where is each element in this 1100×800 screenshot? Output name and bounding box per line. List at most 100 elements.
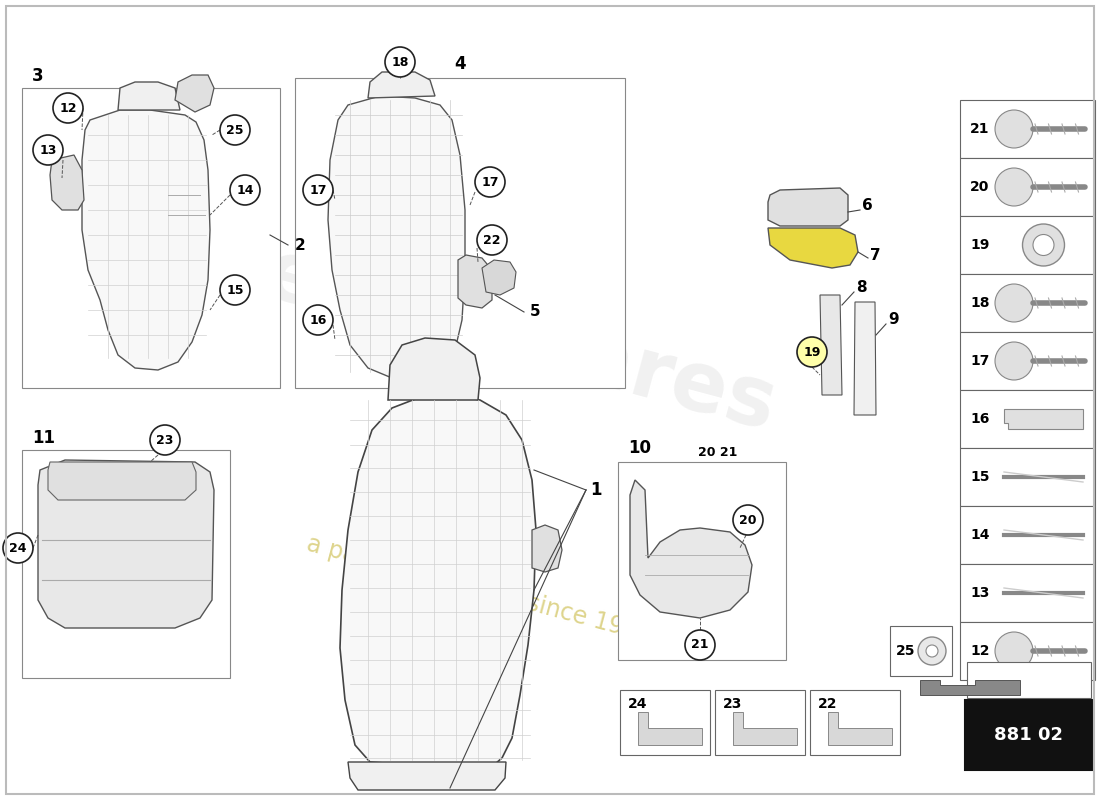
Text: 20 21: 20 21 (698, 446, 738, 458)
Bar (890, 626, 952, 676)
Polygon shape (388, 338, 480, 400)
Text: 21: 21 (691, 638, 708, 651)
Text: 20: 20 (739, 514, 757, 526)
Text: 20: 20 (970, 180, 989, 194)
Text: 24: 24 (628, 697, 648, 711)
Polygon shape (48, 462, 196, 500)
Bar (960, 390, 1094, 448)
Circle shape (302, 175, 333, 205)
Bar (960, 622, 1094, 680)
Text: 25: 25 (227, 123, 244, 137)
Text: 2: 2 (295, 238, 306, 253)
Bar (960, 158, 1094, 216)
Circle shape (385, 47, 415, 77)
Circle shape (996, 342, 1033, 380)
Text: a passion for parts since 1985: a passion for parts since 1985 (305, 532, 656, 648)
Text: 23: 23 (723, 697, 743, 711)
Text: 19: 19 (803, 346, 821, 358)
Circle shape (1023, 224, 1065, 266)
Text: 8: 8 (856, 281, 867, 295)
Text: 9: 9 (888, 313, 899, 327)
Polygon shape (482, 260, 516, 295)
Polygon shape (768, 188, 848, 226)
Text: 25: 25 (896, 644, 915, 658)
Circle shape (996, 168, 1033, 206)
Bar (960, 506, 1094, 564)
Bar (965, 700, 1093, 770)
Polygon shape (328, 96, 465, 378)
Circle shape (1033, 234, 1054, 255)
Text: 18: 18 (970, 296, 990, 310)
Circle shape (220, 115, 250, 145)
Bar (960, 448, 1094, 506)
Circle shape (230, 175, 260, 205)
Text: 16: 16 (970, 412, 989, 426)
Polygon shape (854, 302, 876, 415)
Text: 3: 3 (32, 67, 44, 85)
Text: 17: 17 (970, 354, 989, 368)
Text: 22: 22 (818, 697, 837, 711)
Bar (960, 216, 1094, 274)
Text: 14: 14 (236, 183, 254, 197)
Polygon shape (50, 155, 84, 210)
Text: 13: 13 (40, 143, 57, 157)
Polygon shape (820, 295, 842, 395)
Text: 21: 21 (970, 122, 990, 136)
Text: 4: 4 (454, 55, 465, 73)
Bar (715, 690, 805, 755)
Circle shape (733, 505, 763, 535)
Text: 10: 10 (628, 439, 651, 457)
Text: 6: 6 (862, 198, 872, 214)
Polygon shape (630, 480, 752, 618)
Text: 881 02: 881 02 (994, 726, 1064, 744)
Circle shape (475, 167, 505, 197)
Bar (960, 564, 1094, 622)
Text: 24: 24 (9, 542, 26, 554)
Bar (810, 690, 900, 755)
Circle shape (150, 425, 180, 455)
Circle shape (220, 275, 250, 305)
Polygon shape (733, 712, 798, 745)
Bar (295, 78, 625, 388)
Text: 16: 16 (309, 314, 327, 326)
Circle shape (685, 630, 715, 660)
Text: 11: 11 (32, 429, 55, 447)
Text: 23: 23 (156, 434, 174, 446)
Text: 17: 17 (309, 183, 327, 197)
Text: eurospares: eurospares (254, 233, 785, 447)
Polygon shape (348, 762, 506, 790)
Circle shape (996, 110, 1033, 148)
Polygon shape (39, 460, 214, 628)
Circle shape (996, 284, 1033, 322)
Circle shape (302, 305, 333, 335)
Text: 22: 22 (483, 234, 500, 246)
Text: 18: 18 (392, 55, 409, 69)
Polygon shape (532, 525, 562, 572)
Circle shape (926, 645, 938, 657)
Bar (960, 332, 1094, 390)
Text: 5: 5 (530, 305, 540, 319)
Circle shape (798, 337, 827, 367)
Circle shape (53, 93, 82, 123)
Polygon shape (768, 228, 858, 268)
Circle shape (33, 135, 63, 165)
Polygon shape (82, 110, 210, 370)
Circle shape (918, 637, 946, 665)
Text: 12: 12 (970, 644, 990, 658)
Text: 19: 19 (970, 238, 989, 252)
Text: 7: 7 (870, 247, 881, 262)
Circle shape (3, 533, 33, 563)
Text: 17: 17 (482, 175, 498, 189)
Bar (620, 690, 710, 755)
Polygon shape (920, 680, 1020, 695)
Polygon shape (118, 82, 180, 110)
Bar (960, 100, 1094, 158)
Polygon shape (828, 712, 892, 745)
Circle shape (477, 225, 507, 255)
Text: 15: 15 (227, 283, 244, 297)
Bar (22, 88, 280, 388)
Text: 14: 14 (970, 528, 990, 542)
Text: 12: 12 (59, 102, 77, 114)
Circle shape (996, 632, 1033, 670)
Text: 15: 15 (970, 470, 990, 484)
